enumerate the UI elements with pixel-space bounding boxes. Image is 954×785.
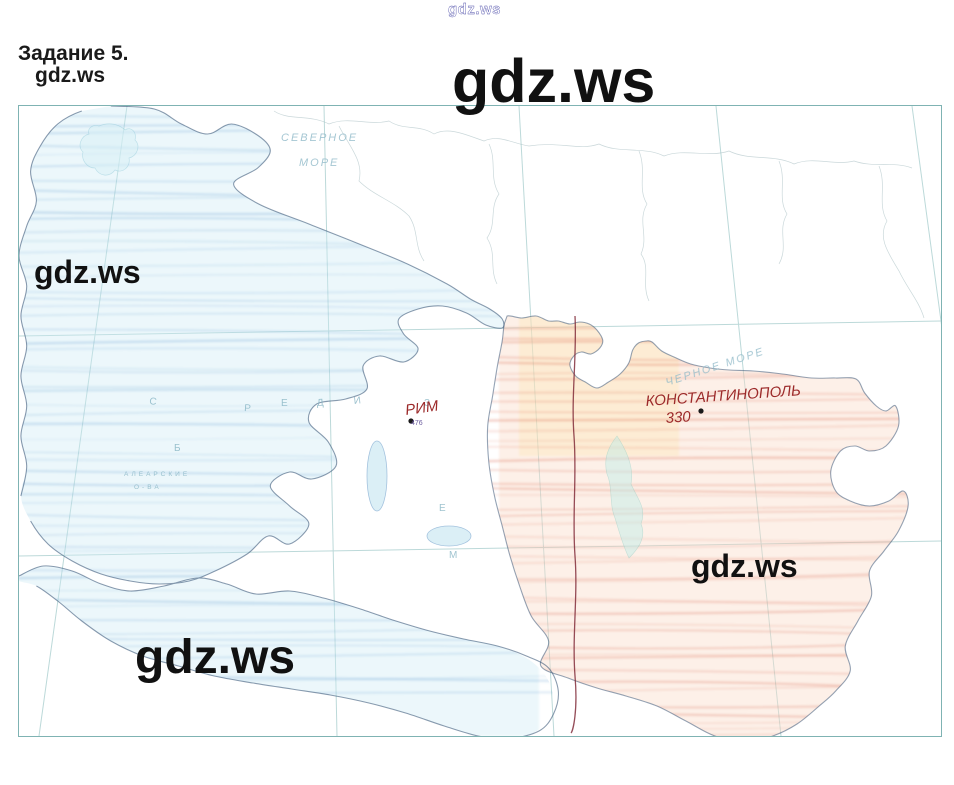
svg-text:С: С: [149, 396, 161, 408]
svg-text:Е: Е: [439, 503, 449, 514]
svg-text:РИМ: РИМ: [404, 397, 440, 419]
svg-text:МОРЕ: МОРЕ: [299, 157, 339, 169]
svg-text:АЛЕАРСКИЕ: АЛЕАРСКИЕ: [124, 471, 190, 478]
svg-text:330: 330: [665, 408, 692, 427]
svg-text:Б: Б: [174, 443, 184, 454]
svg-text:О-ВА: О-ВА: [134, 484, 162, 491]
svg-text:Д: Д: [316, 397, 327, 409]
svg-text:Р: Р: [244, 403, 254, 415]
svg-text:Е: Е: [281, 398, 291, 409]
svg-text:М: М: [449, 550, 460, 561]
svg-text:476: 476: [411, 420, 423, 427]
svg-text:СЕВЕРНОЕ: СЕВЕРНОЕ: [281, 132, 358, 144]
svg-text:И: И: [353, 395, 364, 407]
